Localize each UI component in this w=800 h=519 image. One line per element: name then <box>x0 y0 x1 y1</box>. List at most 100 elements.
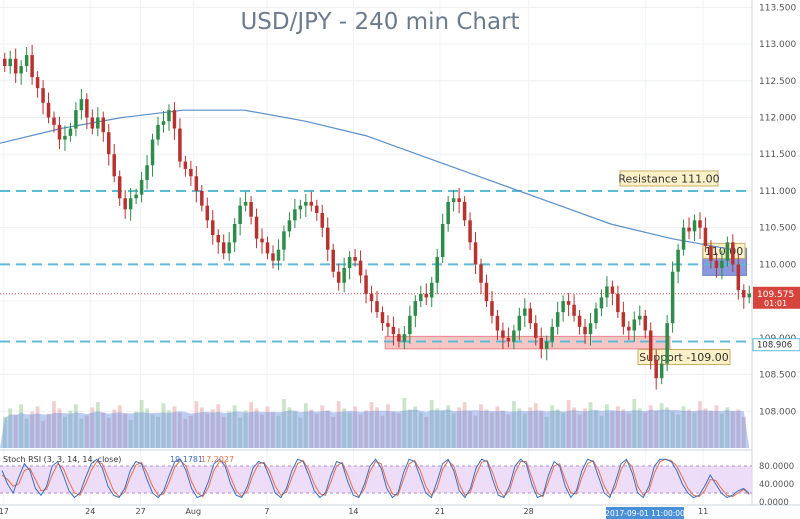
candle-body <box>457 198 461 202</box>
chart-title: USD/JPY - 240 min Chart <box>240 9 520 35</box>
volume-bar <box>238 417 243 448</box>
volume-bar <box>227 411 232 448</box>
volume-bar <box>386 404 390 448</box>
volume-bar <box>46 413 51 448</box>
volume-bar <box>161 403 166 448</box>
volume-bar <box>303 403 308 448</box>
volume-bar <box>265 406 270 448</box>
volume-bar <box>95 402 100 448</box>
volume-bar <box>643 412 648 448</box>
candle-body <box>183 161 188 169</box>
volume-bar <box>490 412 494 448</box>
volume-bar <box>577 414 582 448</box>
volume-bar <box>106 417 111 448</box>
candle-body <box>238 205 242 224</box>
volume-bar <box>451 413 456 448</box>
volume-bar <box>741 416 746 448</box>
volume-bar <box>709 410 713 448</box>
volume-bar <box>435 408 440 448</box>
candle-body <box>265 242 270 254</box>
volume-bar <box>407 409 412 448</box>
volume-bar <box>621 409 626 448</box>
time-tick-label: 21 <box>435 507 445 516</box>
price-tick-label: 111.500 <box>759 150 796 160</box>
time-tick-label: 24 <box>85 507 95 516</box>
volume-bar <box>736 409 741 448</box>
candle-body <box>287 220 292 232</box>
indicator-tick-label: 80.0000 <box>759 462 794 472</box>
candle-body <box>490 301 494 316</box>
volume-bar <box>216 404 221 448</box>
time-tick-label: 7 <box>264 507 269 516</box>
candle-body <box>402 334 407 342</box>
candle-body <box>665 323 669 364</box>
volume-bar <box>325 410 330 448</box>
price-tick-label: 112.500 <box>759 77 796 87</box>
price-tick-label: 111.000 <box>759 187 796 197</box>
candle-body <box>309 201 314 206</box>
candle-body <box>347 257 352 269</box>
indicator-d-value: 17.2027 <box>201 455 234 464</box>
volume-bar <box>183 418 188 448</box>
volume-bar <box>588 402 593 448</box>
support-marker-text: 108.906 <box>757 341 792 351</box>
volume-bar <box>654 410 659 448</box>
volume-bar <box>615 406 620 448</box>
indicator-band <box>0 466 752 493</box>
volume-bar <box>391 411 396 448</box>
candle-body <box>117 176 122 199</box>
volume-bar <box>605 404 609 448</box>
candle-body <box>440 224 445 258</box>
candle-body <box>654 359 658 379</box>
volume-bar <box>139 400 144 448</box>
candle-body <box>353 257 357 261</box>
candle-body <box>676 249 680 272</box>
volume-bar <box>13 414 18 448</box>
candle-body <box>566 301 571 305</box>
volume-bar <box>594 410 598 448</box>
volume-bar <box>90 407 95 448</box>
candle-body <box>107 132 111 155</box>
candle-body <box>364 275 368 294</box>
volume-bar <box>599 415 604 448</box>
candle-body <box>670 271 675 324</box>
volume-bar <box>665 407 670 448</box>
volume-bar <box>730 411 735 448</box>
candle-body <box>139 179 144 195</box>
volume-bar <box>73 404 78 448</box>
volume-bar <box>670 411 675 448</box>
candle-body <box>189 168 193 177</box>
candle-body <box>473 242 478 265</box>
volume-bar <box>342 408 347 448</box>
volume-bar <box>57 408 62 448</box>
volume-bar <box>610 411 615 448</box>
volume-bar <box>287 407 292 448</box>
volume-bar <box>298 417 303 448</box>
volume-bar <box>637 408 642 448</box>
candle-body <box>46 102 51 118</box>
candle-body <box>605 286 609 298</box>
candle-body <box>2 58 7 67</box>
candle-body <box>386 323 390 327</box>
volume-bar <box>221 416 226 448</box>
last-price-text: 109.575 <box>757 290 794 300</box>
candle-body <box>358 260 363 276</box>
candle-body <box>544 341 549 349</box>
volume-bar <box>698 401 702 448</box>
volume-bar <box>522 413 527 448</box>
volume-bar <box>320 405 325 448</box>
indicator-label: Stoch RSI (3, 3, 14, 14, close) <box>3 455 121 464</box>
price-tick-label: 110.000 <box>759 260 796 270</box>
indicator-tick-label: 40.0000 <box>759 480 794 490</box>
volume-bar <box>364 410 368 448</box>
volume-bar <box>380 415 385 448</box>
candle-body <box>315 205 319 213</box>
volume-bar <box>123 413 128 448</box>
time-tick-label: 28 <box>524 507 534 516</box>
volume-bar <box>292 411 297 448</box>
support-marker-tag <box>752 338 800 352</box>
volume-bar <box>648 405 653 448</box>
level-label: Support -109.00 <box>639 351 728 364</box>
candle-body <box>304 201 308 206</box>
